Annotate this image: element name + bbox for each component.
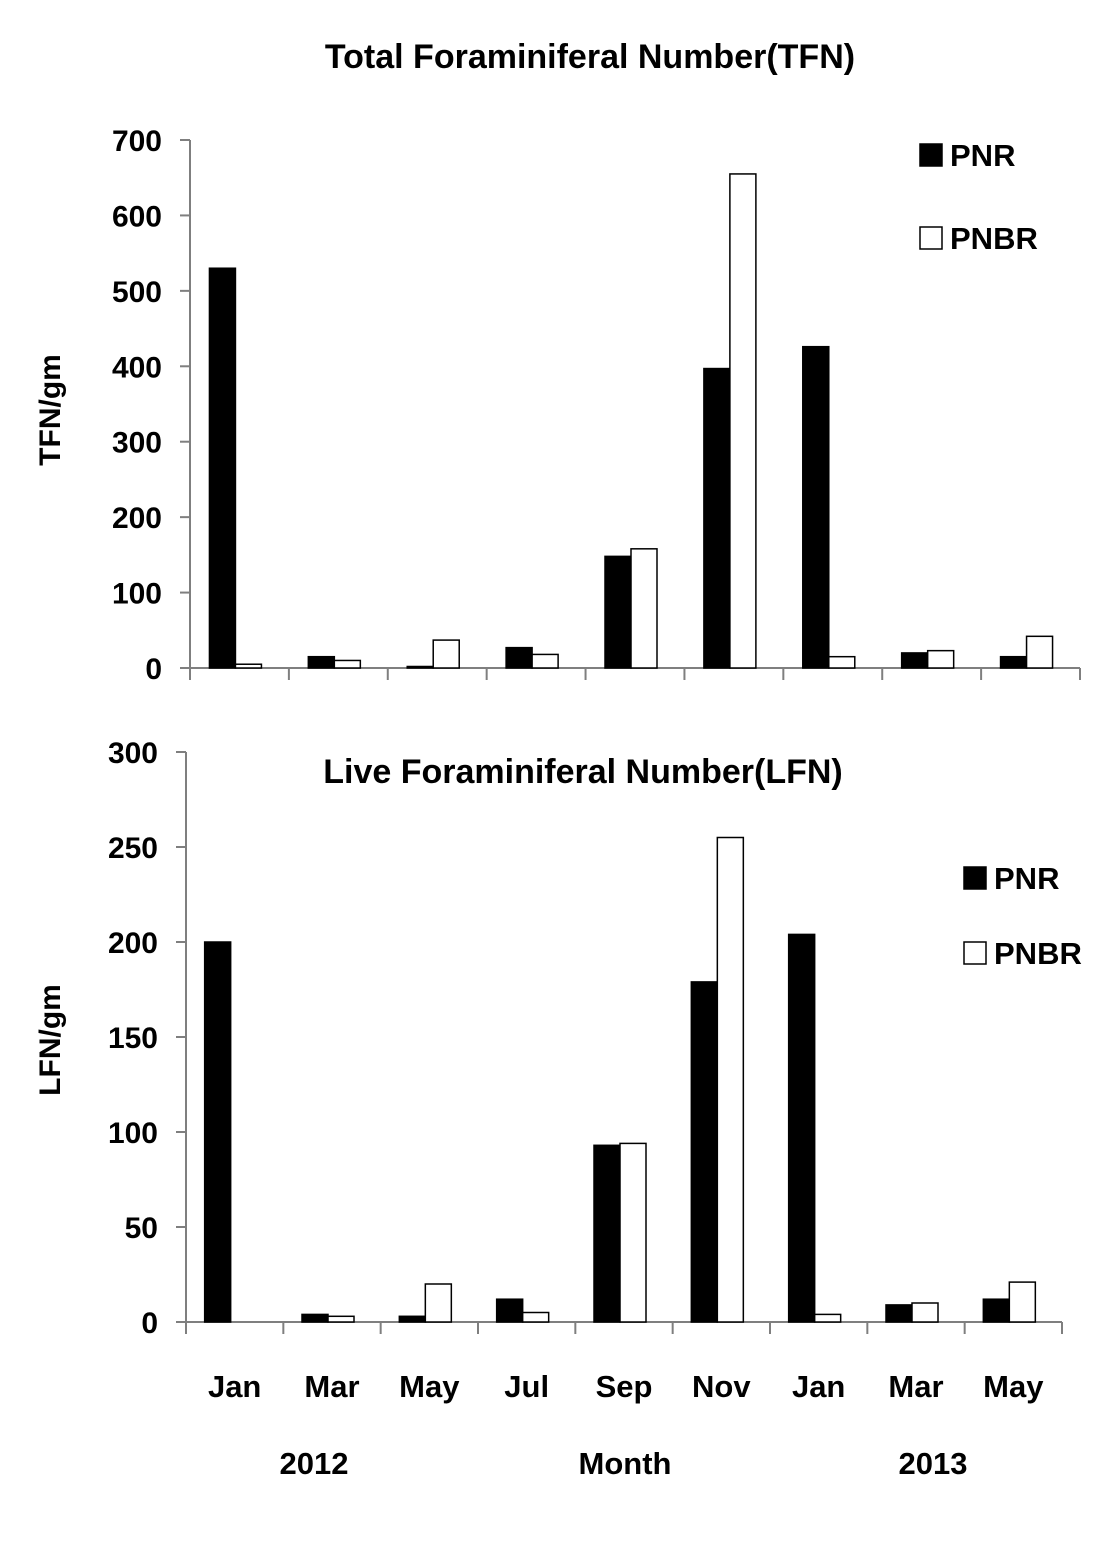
tfn-bar-pnr	[307, 655, 336, 669]
tfn-bar-pnr	[900, 652, 929, 669]
lfn-y-tick-label: 250	[108, 832, 158, 865]
lfn-bar-pnbr	[911, 1302, 939, 1323]
lfn-bar-pnbr	[716, 836, 745, 1323]
lfn-y-tick-label: 200	[108, 927, 158, 960]
tfn-y-tick-label: 400	[112, 351, 162, 384]
tfn-bar-pnbr	[531, 653, 559, 669]
tfn-bar-pnbr	[729, 173, 757, 669]
lfn-bar-pnr	[398, 1315, 427, 1323]
lfn-y-tick-label: 300	[108, 737, 158, 770]
tfn-y-tick-label: 600	[112, 200, 162, 233]
lfn-bar-pnbr	[813, 1313, 842, 1323]
lfn-x-axis-label: Month	[579, 1446, 672, 1481]
lfn-x-category-label: Mar	[888, 1369, 943, 1404]
tfn-legend-label-pnbr: PNBR	[950, 221, 1038, 256]
tfn-y-tick-label: 300	[112, 427, 162, 460]
tfn-bar-pnbr	[630, 548, 658, 669]
lfn-chart: Live Foraminiferal Number(LFN) 0 50 100 150…	[34, 737, 1082, 1481]
lfn-x-category-label: Jul	[504, 1369, 549, 1404]
tfn-bar-pnr	[208, 267, 237, 669]
lfn-bar-pnbr	[424, 1283, 453, 1323]
tfn-y-axis-label: TFN/gm	[34, 354, 67, 466]
tfn-bar-pnbr	[432, 639, 460, 669]
lfn-bar-pnr	[495, 1298, 524, 1323]
tfn-y-tick-label: 100	[112, 578, 162, 611]
lfn-bar-pnr	[593, 1144, 621, 1323]
tfn-bar-pnr	[999, 655, 1028, 669]
lfn-x-category-label: Nov	[692, 1369, 751, 1404]
lfn-chart-title: Live Foraminiferal Number(LFN)	[323, 753, 843, 791]
lfn-x-category-label: Jan	[208, 1369, 261, 1404]
tfn-bar-pnbr	[828, 655, 856, 669]
lfn-bar-pnr	[885, 1304, 913, 1323]
lfn-legend-swatch-pnr	[963, 866, 987, 890]
tfn-bar-pnbr	[333, 659, 362, 669]
tfn-bar-pnr	[505, 646, 533, 669]
lfn-bar-pnr	[982, 1298, 1011, 1323]
tfn-y-tick-label: 200	[112, 502, 162, 535]
lfn-bar-pnr	[787, 933, 816, 1323]
tfn-bar-pnbr	[926, 649, 955, 669]
lfn-bar-pnbr	[1008, 1281, 1037, 1323]
tfn-bar-pnbr	[234, 663, 263, 669]
tfn-chart-title: Total Foraminiferal Number(TFN)	[325, 38, 855, 76]
tfn-y-tick-label: 500	[112, 276, 162, 309]
tfn-legend-swatch-pnbr	[919, 226, 943, 250]
lfn-x-category-label: Sep	[596, 1369, 653, 1404]
tfn-bar-pnr	[703, 367, 731, 669]
lfn-bar-pnbr	[327, 1315, 355, 1323]
tfn-legend-swatch-pnr	[919, 143, 943, 167]
lfn-bar-pnbr	[619, 1142, 647, 1323]
tfn-bar-pnbr	[1025, 635, 1054, 669]
lfn-year-label-2013: 2013	[899, 1446, 968, 1481]
lfn-x-category-label: Jan	[792, 1369, 845, 1404]
lfn-y-tick-label: 0	[141, 1307, 158, 1340]
lfn-year-label-2012: 2012	[280, 1446, 349, 1481]
tfn-chart: Total Foraminiferal Number(TFN) 0 100 200 3…	[34, 38, 1081, 686]
lfn-x-category-label: Mar	[304, 1369, 359, 1404]
lfn-x-category-label: May	[983, 1369, 1044, 1404]
lfn-bar-pnbr	[521, 1311, 550, 1323]
tfn-legend-label-pnr: PNR	[950, 138, 1015, 173]
lfn-y-tick-label: 50	[125, 1212, 158, 1245]
tfn-bar-pnr	[802, 345, 830, 669]
lfn-bar-pnr	[690, 981, 719, 1323]
lfn-legend-label-pnbr: PNBR	[994, 936, 1082, 971]
lfn-bar-pnr	[301, 1313, 329, 1323]
lfn-x-category-label: May	[399, 1369, 460, 1404]
tfn-y-tick-label: 0	[145, 653, 162, 686]
lfn-bar-pnr	[203, 941, 232, 1323]
lfn-y-tick-label: 100	[108, 1117, 158, 1150]
lfn-legend-label-pnr: PNR	[994, 861, 1059, 896]
lfn-y-tick-label: 150	[108, 1022, 158, 1055]
lfn-legend-swatch-pnbr	[963, 941, 987, 965]
tfn-bar-pnr	[604, 555, 632, 669]
tfn-bar-pnr	[406, 665, 434, 669]
lfn-y-axis-label: LFN/gm	[34, 984, 67, 1096]
tfn-y-tick-label: 700	[112, 125, 162, 158]
